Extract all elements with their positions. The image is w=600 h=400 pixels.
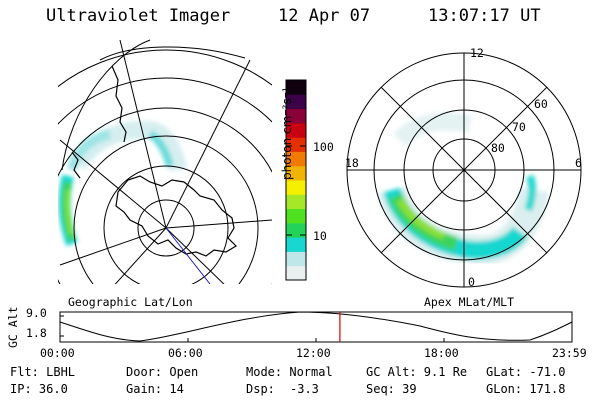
ip-status: IP: 36.0 bbox=[10, 382, 68, 396]
colorbar-tick-10: 10 bbox=[313, 229, 327, 243]
meridians bbox=[59, 39, 272, 284]
filter-status: Flt: LBHL bbox=[10, 365, 76, 379]
view-limb bbox=[61, 39, 246, 171]
colorbar-segment bbox=[286, 180, 306, 195]
glat-status: GLat: -71.0 bbox=[486, 365, 566, 379]
colorbar-segment bbox=[286, 137, 306, 152]
timeline-xtick-1800: 18:00 bbox=[424, 346, 459, 360]
mlt-label-0: 0 bbox=[468, 275, 475, 289]
timeline-xtick-2359: 23:59 bbox=[552, 346, 587, 360]
timeline-ytick-high: 9.0 bbox=[26, 306, 47, 320]
dsp-value: -3.3 bbox=[290, 382, 319, 396]
colorbar-segment bbox=[286, 108, 306, 124]
gain-status: Gain: 14 bbox=[126, 382, 184, 396]
colorbar-segment bbox=[286, 208, 306, 224]
antarctica-coastline bbox=[115, 175, 237, 257]
instrument-title: Ultraviolet Imager bbox=[46, 6, 231, 26]
colorbar-segment bbox=[286, 222, 306, 238]
polar-panel-label: Apex MLat/MLT bbox=[424, 295, 515, 309]
lat-label-80: 80 bbox=[491, 141, 505, 155]
colorbar-segment bbox=[286, 265, 306, 281]
seq-status: Seq: 39 bbox=[366, 382, 417, 396]
timeline-xtick-0000: 00:00 bbox=[40, 346, 75, 360]
colorbar-segment bbox=[286, 80, 306, 95]
magnetic-meridian bbox=[165, 227, 211, 284]
mlt-label-6: 6 bbox=[575, 156, 582, 170]
colorbar-tick-100: 100 bbox=[313, 140, 334, 154]
lat-label-60: 60 bbox=[534, 97, 548, 111]
mlt-label-12: 12 bbox=[470, 46, 484, 60]
timeline-ylabel: GC Alt bbox=[6, 306, 20, 348]
colorbar-segment bbox=[286, 165, 306, 181]
colorbar-segment bbox=[286, 122, 306, 138]
polar-mlt-lines bbox=[347, 53, 581, 287]
colorbar-frame bbox=[285, 79, 307, 281]
mlt-label-18: 18 bbox=[345, 156, 359, 170]
colorbar-segment bbox=[286, 237, 306, 252]
lat-label-70: 70 bbox=[512, 120, 526, 134]
south-america-coastline bbox=[111, 65, 127, 143]
geographic-map bbox=[58, 39, 272, 284]
colorbar-segment bbox=[286, 194, 306, 210]
mode-status: Mode: Normal bbox=[246, 365, 333, 379]
latitude-circles bbox=[58, 49, 272, 284]
timeline-xtick-1200: 12:00 bbox=[296, 346, 331, 360]
glon-status: GLon: 171.8 bbox=[486, 382, 566, 396]
colorbar-unit-label: photon cm⁻²s⁻¹ bbox=[280, 87, 294, 180]
timeline-ytick-low: 1.8 bbox=[26, 326, 47, 340]
colorbar-segment bbox=[286, 94, 306, 110]
polar-plot bbox=[346, 52, 582, 288]
polar-aurora bbox=[377, 112, 549, 266]
colorbar bbox=[286, 80, 306, 281]
altitude-timeline bbox=[59, 311, 573, 343]
door-status: Door: Open bbox=[126, 365, 199, 379]
colorbar-segment bbox=[286, 251, 306, 267]
colorbar-ticks bbox=[286, 145, 306, 236]
geo-panel-label: Geographic Lat/Lon bbox=[68, 295, 193, 309]
image-time: 13:07:17 UT bbox=[428, 6, 541, 26]
colorbar-segment bbox=[286, 151, 306, 167]
image-date: 12 Apr 07 bbox=[278, 6, 371, 26]
gc-alt-status: GC Alt: 9.1 Re bbox=[366, 365, 468, 379]
geo-aurora bbox=[58, 120, 187, 247]
timeline-xtick-0600: 06:00 bbox=[168, 346, 203, 360]
dsp-label: Dsp: bbox=[246, 382, 275, 396]
